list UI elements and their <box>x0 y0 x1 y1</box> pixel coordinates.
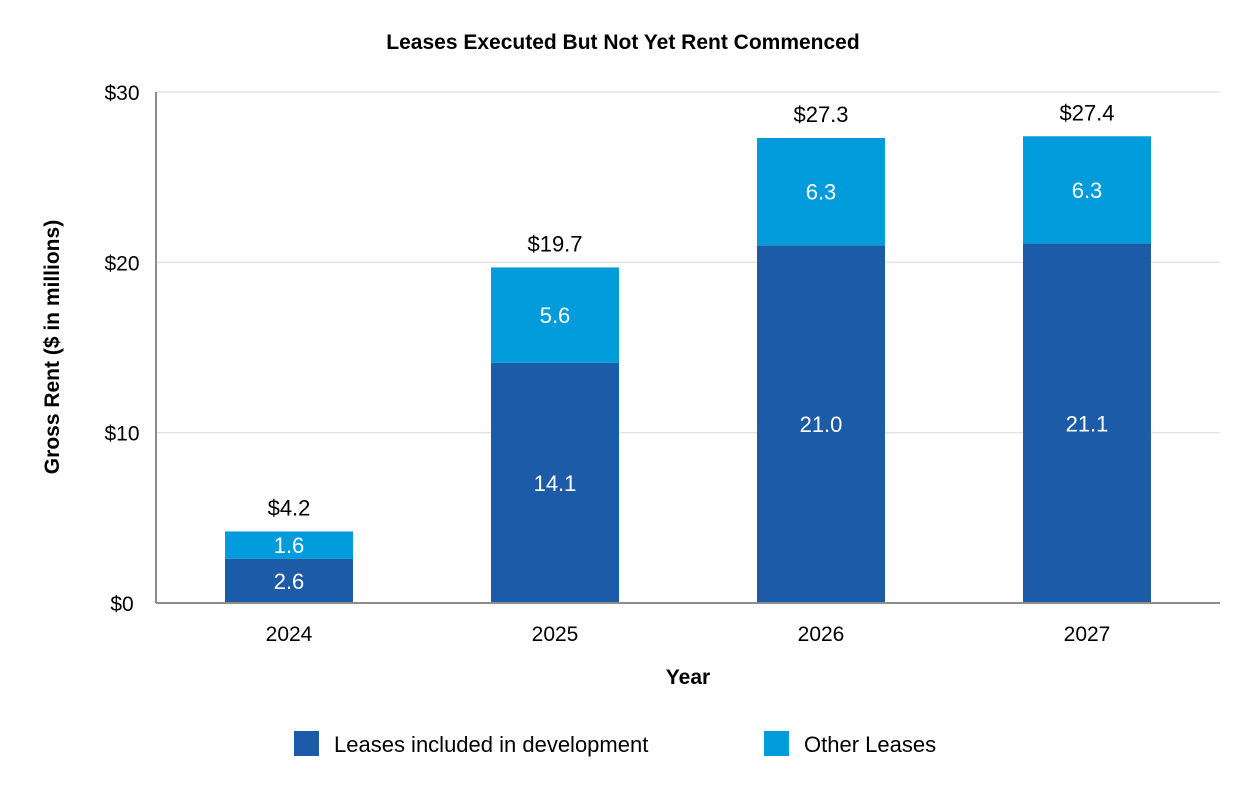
legend-swatch <box>294 731 319 756</box>
y-tick-label: $0 <box>110 593 133 616</box>
bar-total-label: $27.4 <box>1059 100 1114 125</box>
y-tick-label: $20 <box>104 252 139 275</box>
x-tick-label: 2024 <box>266 623 313 646</box>
x-tick-label: 2027 <box>1064 623 1111 646</box>
y-tick-label: $10 <box>104 423 139 446</box>
bar-data-label: 6.3 <box>806 180 837 205</box>
bar-segment <box>491 267 619 363</box>
bar-data-label: 6.3 <box>1072 178 1103 203</box>
bar-total-label: $19.7 <box>527 231 582 256</box>
bar-segment <box>225 531 353 559</box>
legend: Leases included in development Other Leas… <box>294 731 936 757</box>
y-axis-label: Gross Rent ($ in millions) <box>41 220 64 474</box>
bar-segment <box>1023 136 1151 244</box>
bar-data-label: 21.0 <box>800 412 843 437</box>
chart-title: Leases Executed But Not Yet Rent Commenc… <box>386 31 859 54</box>
bar-total-label: $4.2 <box>268 495 311 520</box>
bar-segment <box>1023 243 1151 603</box>
bar-segment <box>491 362 619 603</box>
bar-segment <box>225 558 353 603</box>
x-tick-label: 2026 <box>798 623 845 646</box>
x-axis-label: Year <box>666 666 710 689</box>
bar-data-label: 2.6 <box>274 569 305 594</box>
bar-data-label: 14.1 <box>534 471 577 496</box>
bar-data-label: 5.6 <box>540 303 571 328</box>
bar-data-label: 21.1 <box>1066 411 1109 436</box>
y-tick-label: $30 <box>104 82 139 105</box>
bar-segment <box>757 245 885 604</box>
legend-swatch <box>764 731 789 756</box>
bar-total-label: $27.3 <box>793 102 848 127</box>
legend-label: Other Leases <box>804 732 936 757</box>
bar-data-label: 1.6 <box>274 533 305 558</box>
bar-segment <box>757 137 885 246</box>
x-tick-label: 2025 <box>532 623 579 646</box>
legend-label: Leases included in development <box>334 732 648 757</box>
